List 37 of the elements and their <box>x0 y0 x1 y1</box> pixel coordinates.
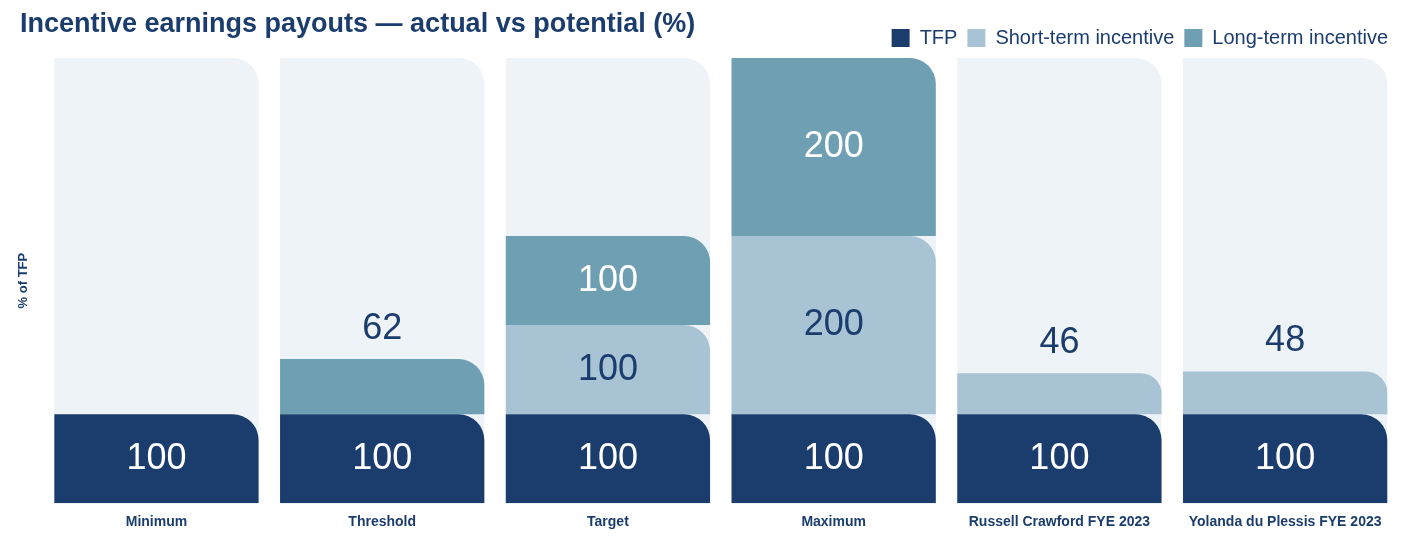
legend-label: Short-term incentive <box>995 25 1175 48</box>
bar <box>957 414 1162 504</box>
legend-label: TFP <box>919 25 958 48</box>
bar <box>505 236 711 326</box>
x-tick-label: Target <box>587 513 630 530</box>
data-label: 100 <box>577 257 638 299</box>
bar <box>957 373 1162 415</box>
bar <box>1182 414 1388 504</box>
data-label: 62 <box>362 305 403 347</box>
x-tick-label: Yolanda du Plessis FYE 2023 <box>1188 513 1382 530</box>
data-label: 100 <box>577 435 638 477</box>
x-tick-label: Threshold <box>348 513 417 530</box>
bar <box>280 414 485 504</box>
x-tick-label: Minimum <box>125 513 188 530</box>
data-label: 46 <box>1039 320 1080 362</box>
bar <box>280 358 485 415</box>
data-label: 100 <box>1029 435 1090 477</box>
data-label: 100 <box>352 435 413 477</box>
bar <box>505 325 711 415</box>
bar <box>731 58 936 237</box>
data-label: 200 <box>803 123 864 165</box>
bar <box>731 236 936 415</box>
data-label: 100 <box>803 435 864 477</box>
chart-title: Incentive earnings payouts — actual vs potential (%) <box>20 8 696 39</box>
y-axis-title: % of TFP <box>15 252 31 309</box>
bar <box>731 414 936 504</box>
bar <box>1182 371 1388 415</box>
data-label: 100 <box>1255 435 1316 477</box>
data-label: 100 <box>126 435 187 477</box>
data-label: 100 <box>577 346 638 388</box>
data-label: 200 <box>803 302 864 344</box>
bar <box>505 414 711 504</box>
x-tick-label: Maximum <box>801 513 866 530</box>
legend-label: Long-term incentive <box>1212 25 1389 48</box>
bar <box>54 414 259 504</box>
data-label: 48 <box>1265 318 1306 360</box>
x-tick-label: Russell Crawford FYE 2023 <box>968 513 1151 530</box>
